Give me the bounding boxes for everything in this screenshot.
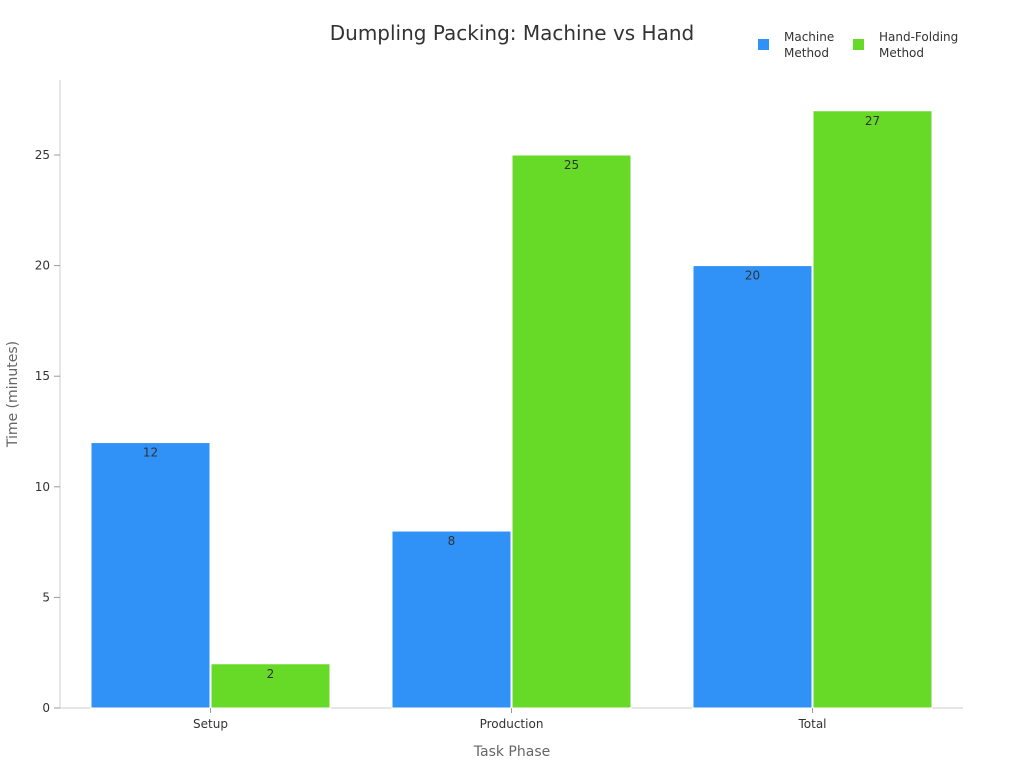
y-tick-label: 0 (42, 701, 50, 715)
bar (90, 442, 211, 709)
data-label: 27 (865, 114, 880, 128)
y-tick-label: 10 (35, 480, 50, 494)
data-label: 12 (143, 446, 158, 460)
bar (210, 663, 331, 709)
legend-swatch (758, 39, 769, 50)
x-tick-label: Production (480, 717, 544, 731)
x-axis-label: Task Phase (473, 744, 550, 760)
y-tick-label: 15 (35, 369, 50, 383)
y-tick-label: 5 (42, 590, 50, 604)
data-label: 20 (745, 269, 760, 283)
chart-title: Dumpling Packing: Machine vs Hand (330, 21, 694, 45)
bar (812, 110, 933, 709)
bar (692, 265, 813, 709)
x-tick-label: Total (797, 717, 826, 731)
y-tick-label: 20 (35, 259, 50, 273)
data-label: 8 (448, 534, 456, 548)
legend-label: Hand-Folding Method (879, 30, 958, 60)
bar (391, 530, 512, 709)
data-label: 25 (564, 158, 579, 172)
bar (511, 154, 632, 709)
x-tick-label: Setup (193, 717, 228, 731)
legend-label: Machine Method (784, 30, 834, 60)
legend: Machine Method Hand-Folding Method (758, 30, 958, 60)
y-axis-label: Time (minutes) (5, 341, 21, 448)
y-tick-label: 25 (35, 148, 50, 162)
legend-swatch (853, 39, 864, 50)
data-label: 2 (267, 667, 275, 681)
